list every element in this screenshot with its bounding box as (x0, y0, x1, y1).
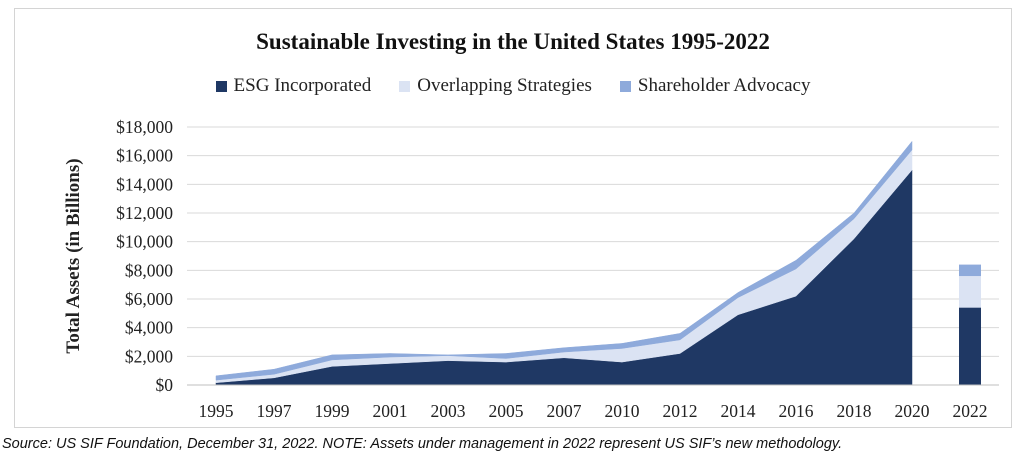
y-tick-label: $18,000 (116, 117, 173, 137)
x-tick-label: 1999 (315, 401, 350, 421)
x-tick-label: 2014 (721, 401, 756, 421)
area-shareholder-advocacy (215, 140, 913, 381)
legend-entry: Overlapping Strategies (399, 75, 592, 97)
legend-entry: Shareholder Advocacy (619, 75, 811, 97)
y-tick-label: $2,000 (125, 346, 173, 366)
legend-swatch (215, 80, 227, 92)
x-tick-label: 2001 (373, 401, 408, 421)
legend-label: ESG Incorporated (233, 75, 372, 96)
x-tick-label: 2022 (953, 401, 988, 421)
legend-label: Overlapping Strategies (417, 75, 592, 96)
y-tick-label: $6,000 (125, 289, 173, 309)
y-tick-label: $0 (156, 375, 174, 395)
y-axis-label: Total Assets (in Billions) (63, 158, 84, 353)
bar-2022-esg-incorporated (959, 307, 981, 385)
chart-title: Sustainable Investing in the United Stat… (256, 29, 770, 54)
legend: ESG Incorporated Overlapping Strategies Sh… (15, 75, 1011, 97)
x-tick-label: 2020 (895, 401, 930, 421)
source-note: Source: US SIF Foundation, December 31, … (2, 436, 843, 452)
x-tick-label: 2012 (663, 401, 698, 421)
x-tick-label: 2003 (431, 401, 466, 421)
legend-swatch (399, 80, 411, 92)
y-tick-label: $4,000 (125, 318, 173, 338)
chart-frame: Sustainable Investing in the United Stat… (14, 8, 1012, 428)
bar-2022-shareholder-advocacy (959, 264, 981, 277)
legend-label: Shareholder Advocacy (637, 75, 811, 96)
plot-area: $0 $2,000 $4,000 $6,000 $8,000 $10,000 $12,000… (63, 117, 999, 421)
y-tick-label: $10,000 (116, 232, 173, 252)
x-tick-label: 2010 (605, 401, 640, 421)
x-tick-label: 2018 (837, 401, 872, 421)
x-tick-label: 2016 (779, 401, 814, 421)
x-tick-label: 2005 (489, 401, 524, 421)
legend-swatch (619, 80, 631, 92)
y-tick-label: $12,000 (116, 203, 173, 223)
y-tick-label: $8,000 (125, 260, 173, 280)
x-tick-label: 1995 (199, 401, 234, 421)
bar-2022-overlapping-strategies (959, 276, 981, 308)
x-tick-label: 1997 (257, 401, 292, 421)
y-tick-label: $14,000 (116, 174, 173, 194)
x-tick-label: 2007 (547, 401, 582, 421)
legend-entry: ESG Incorporated (215, 75, 372, 97)
y-tick-label: $16,000 (116, 146, 173, 166)
